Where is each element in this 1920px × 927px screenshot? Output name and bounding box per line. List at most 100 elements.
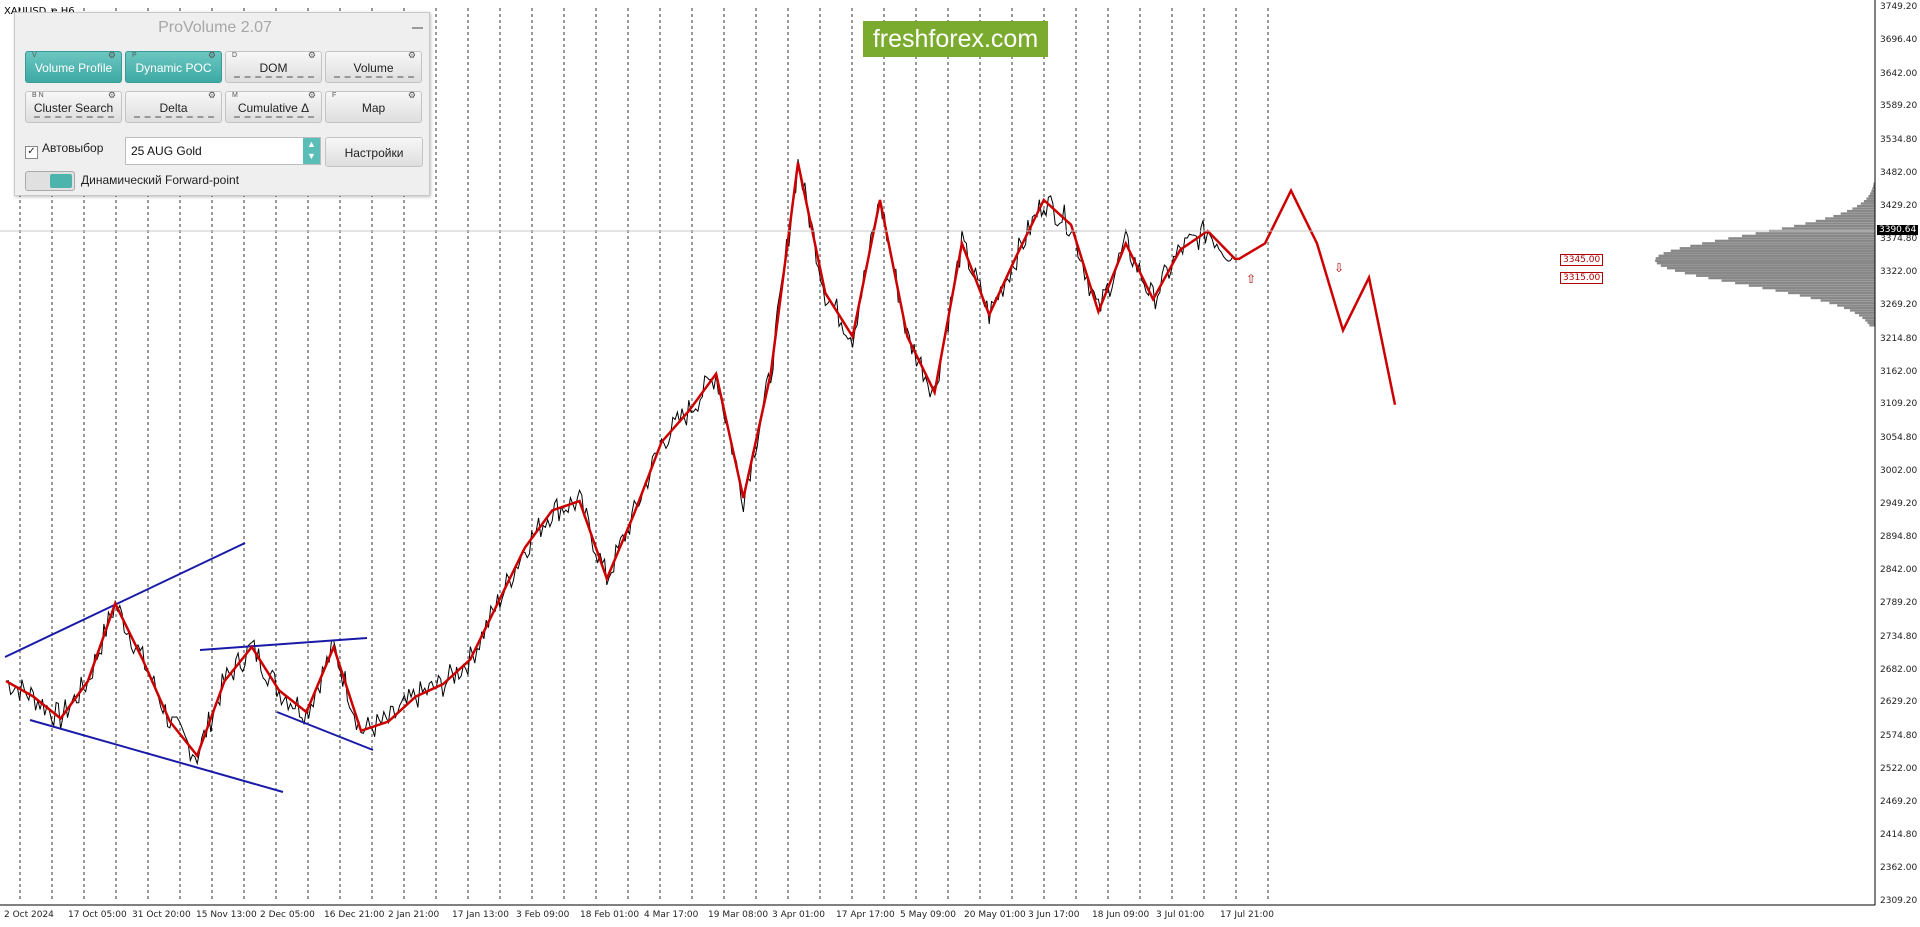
profile-bar <box>1865 319 1875 322</box>
price-tick-label: 2629.20 <box>1880 697 1918 708</box>
price-tick-label: 3749.20 <box>1880 2 1918 12</box>
delta-button[interactable]: ⚙ Delta <box>125 90 222 123</box>
check-icon: ✓ <box>25 146 38 159</box>
profile-bar <box>1788 291 1875 295</box>
brand-logo[interactable]: freshforex.com <box>863 21 1048 57</box>
price-tick-label: 2894.80 <box>1880 532 1918 543</box>
time-tick-label: 17 Oct 05:00 <box>68 910 127 920</box>
price-tick-label: 3214.80 <box>1880 333 1918 344</box>
profile-bar <box>1655 257 1875 260</box>
profile-bar <box>1670 249 1875 252</box>
trend-channels <box>4 542 374 793</box>
time-tick-label: 3 Feb 09:00 <box>516 910 570 920</box>
gear-icon[interactable]: ⚙ <box>307 90 316 100</box>
profile-bar <box>1696 274 1875 277</box>
price-tick-label: 2414.80 <box>1880 830 1918 841</box>
gear-icon[interactable]: ⚙ <box>407 90 416 100</box>
indicator-dashes <box>134 114 214 118</box>
profile-bar <box>1868 195 1875 198</box>
profile-bar <box>1849 309 1875 312</box>
profile-bar <box>1871 190 1875 193</box>
price-tick-label: 3696.40 <box>1880 34 1918 45</box>
time-tick-label: 15 Nov 13:00 <box>196 910 257 920</box>
minimize-icon[interactable] <box>412 27 423 29</box>
settings-button[interactable]: Настройки <box>325 137 423 167</box>
profile-bar <box>1714 239 1875 243</box>
time-tick-label: 2 Oct 2024 <box>4 910 54 920</box>
profile-bar <box>1679 247 1875 250</box>
price-tick-label: 3269.20 <box>1880 300 1918 310</box>
profile-bar <box>1844 306 1875 310</box>
price-tick-label: 2682.00 <box>1880 664 1918 675</box>
profile-bar <box>1684 272 1875 275</box>
spinner-arrows-icon[interactable]: ▲ ▼ <box>303 138 320 164</box>
price-tick-label: 3374.80 <box>1880 234 1918 245</box>
profile-bar <box>1675 269 1875 272</box>
price-tick-label: 3589.20 <box>1880 101 1918 112</box>
time-tick-label: 16 Dec 21:00 <box>324 910 385 920</box>
price-tick-label: 2789.20 <box>1880 598 1918 608</box>
profile-bar <box>1857 204 1875 208</box>
price-series-line <box>5 159 1236 766</box>
price-tick-label: 3162.00 <box>1880 366 1918 377</box>
time-tick-label: 5 May 09:00 <box>900 910 956 920</box>
price-tick-label: 3482.00 <box>1880 167 1918 178</box>
gear-icon[interactable]: ⚙ <box>107 50 116 60</box>
profile-bar <box>1702 242 1875 245</box>
map-button[interactable]: F ⚙ Map <box>325 90 422 123</box>
cumulative-delta-button[interactable]: M ⚙ Cumulative Δ <box>225 90 322 123</box>
price-tick-label: 3534.80 <box>1880 135 1918 146</box>
profile-bar <box>1660 264 1875 267</box>
profile-bar <box>1833 214 1875 218</box>
indicator-dashes <box>334 74 414 78</box>
zigzag-line <box>5 162 1397 759</box>
gear-icon[interactable]: ⚙ <box>207 90 216 100</box>
gear-icon[interactable]: ⚙ <box>307 50 316 60</box>
vertical-grid <box>19 8 1269 902</box>
cluster-search-button[interactable]: B N ⚙ Cluster Search <box>25 90 122 123</box>
price-tick-label: 2362.00 <box>1880 863 1918 874</box>
profile-bar <box>1658 254 1875 257</box>
time-tick-label: 3 Jul 01:00 <box>1156 910 1205 920</box>
price-tick-label: 3429.20 <box>1880 200 1918 211</box>
profile-bar <box>1869 324 1875 327</box>
profile-bar <box>1708 276 1875 280</box>
up-arrow-icon: ⇧ <box>1246 272 1257 286</box>
dom-button[interactable]: D ⚙ DOM <box>225 50 322 83</box>
profile-bar <box>1762 286 1875 290</box>
profile-bar <box>1721 279 1875 282</box>
time-tick-label: 17 Jul 21:00 <box>1220 910 1274 920</box>
time-tick-label: 18 Jun 09:00 <box>1092 910 1150 920</box>
channel-line <box>199 637 368 651</box>
volume-profile <box>1655 182 1875 327</box>
dynamic-poc-button[interactable]: P ⚙ Dynamic POC <box>125 50 222 83</box>
profile-bar <box>1663 252 1875 255</box>
profile-bar <box>1872 187 1875 190</box>
price-tick-label: 2522.00 <box>1880 763 1918 774</box>
profile-bar <box>1815 219 1875 223</box>
gear-icon[interactable]: ⚙ <box>107 90 116 100</box>
gear-icon[interactable]: ⚙ <box>207 50 216 60</box>
profile-bar <box>1863 200 1875 203</box>
indicator-dashes <box>234 74 314 78</box>
profile-bar <box>1852 207 1875 210</box>
profile-bar <box>1825 217 1875 220</box>
volume-profile-button[interactable]: V ⚙ Volume Profile <box>25 50 122 83</box>
profile-bar <box>1837 304 1875 307</box>
profile-bar <box>1748 284 1875 287</box>
auto-select-checkbox[interactable]: ✓ Автовыбор <box>25 141 103 159</box>
volume-button[interactable]: ⚙ Volume <box>325 50 422 83</box>
price-line <box>5 159 1236 766</box>
profile-bar <box>1840 212 1875 215</box>
price-tick-label: 2734.80 <box>1880 631 1918 642</box>
time-tick-label: 2 Dec 05:00 <box>260 910 315 920</box>
channel-line <box>4 542 246 658</box>
gear-icon[interactable]: ⚙ <box>407 50 416 60</box>
price-tick-label: 2949.20 <box>1880 498 1918 509</box>
instrument-select[interactable]: 25 AUG Gold ▲ ▼ <box>125 137 321 165</box>
profile-bar <box>1829 301 1875 305</box>
forward-point-toggle[interactable] <box>25 171 75 191</box>
profile-bar <box>1741 234 1875 238</box>
profile-bar <box>1690 244 1875 248</box>
